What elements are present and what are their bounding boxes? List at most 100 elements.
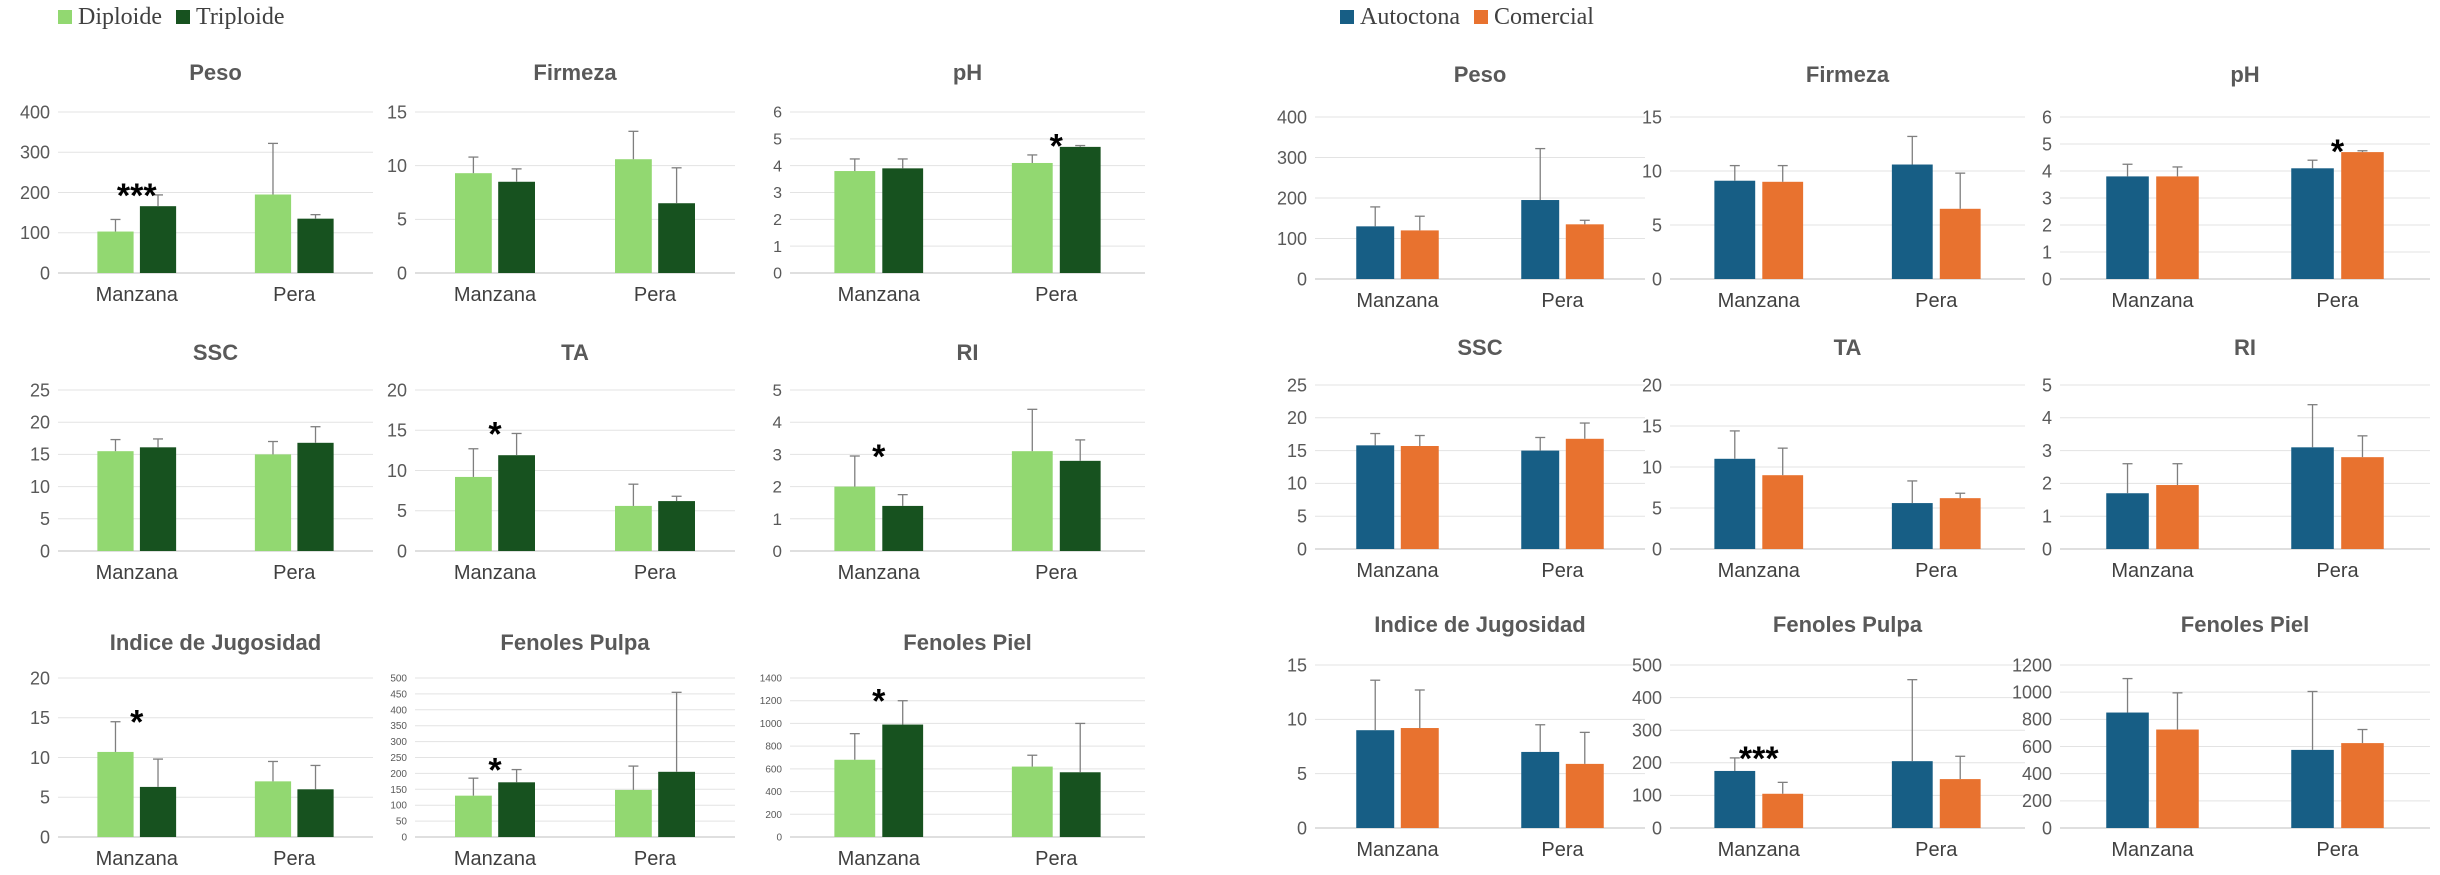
bar-autoctona-pera <box>2291 750 2334 828</box>
bar-autoctona-manzana <box>2106 493 2149 549</box>
y-tick-label: 20 <box>1642 375 1662 395</box>
y-tick-label: 2 <box>773 212 782 229</box>
bar-triploide-pera <box>297 219 333 273</box>
chart-panel-origin-firmeza: Firmeza051015Manzana Pera <box>1642 62 2025 312</box>
bar-triploide-manzana <box>498 782 535 837</box>
y-tick-label: 10 <box>1642 457 1662 477</box>
chart-title: Firmeza <box>533 60 617 85</box>
bar-comercial-manzana <box>1401 728 1439 828</box>
bar-diploide-pera <box>615 159 652 273</box>
y-tick-label: 0 <box>773 266 782 283</box>
significance-marker: *** <box>1739 740 1779 778</box>
significance-marker: *** <box>117 177 157 215</box>
y-tick-label: 10 <box>30 748 50 768</box>
bar-triploide-manzana <box>498 182 535 273</box>
x-category-label: Pera <box>1035 848 1078 870</box>
bar-triploide-pera <box>1060 147 1101 273</box>
chart-title: Fenoles Pulpa <box>500 630 650 655</box>
x-category-label: Manzana <box>1356 560 1439 582</box>
y-tick-label: 1200 <box>2012 655 2052 675</box>
bar-triploide-pera <box>658 203 695 273</box>
chart-title: SSC <box>1457 335 1502 360</box>
y-tick-label: 4 <box>773 413 782 432</box>
chart-title: Fenoles Pulpa <box>1773 612 1923 637</box>
bar-diploide-pera <box>615 506 652 551</box>
y-tick-label: 15 <box>30 708 50 728</box>
bar-autoctona-pera <box>1521 200 1559 279</box>
bar-diploide-manzana <box>455 477 492 551</box>
x-category-label: Manzana <box>454 284 537 306</box>
bar-autoctona-manzana <box>1356 730 1394 828</box>
bar-autoctona-pera <box>1892 503 1933 549</box>
bar-triploide-manzana <box>140 787 176 837</box>
chart-panel-origin-indice-de-jugosidad: Indice de Jugosidad051015Manzana Pera <box>1287 612 1645 861</box>
bar-autoctona-manzana <box>1356 226 1394 279</box>
bar-diploide-manzana <box>97 752 133 837</box>
bar-diploide-manzana <box>455 796 492 837</box>
bar-triploide-pera <box>297 443 333 551</box>
bar-triploide-manzana <box>140 447 176 551</box>
y-tick-label: 5 <box>40 509 50 529</box>
bar-triploide-manzana <box>882 168 923 273</box>
y-tick-label: 6 <box>773 105 782 122</box>
y-tick-label: 100 <box>1277 229 1307 249</box>
y-tick-label: 1000 <box>760 719 783 730</box>
chart-title: Indice de Jugosidad <box>110 630 321 655</box>
x-category-label: Manzana <box>96 284 179 306</box>
chart-title: TA <box>561 340 589 365</box>
y-tick-label: 150 <box>390 785 407 796</box>
chart-title: pH <box>2230 62 2259 87</box>
y-tick-label: 15 <box>387 421 407 441</box>
bar-comercial-pera <box>2341 457 2384 549</box>
x-category-label: Pera <box>1541 839 1584 861</box>
bar-comercial-manzana <box>2156 730 2199 828</box>
y-tick-label: 200 <box>390 769 407 780</box>
bar-autoctona-manzana <box>1714 459 1755 549</box>
bar-comercial-pera <box>2341 152 2384 279</box>
y-tick-label: 200 <box>2022 791 2052 811</box>
y-tick-label: 600 <box>2022 737 2052 757</box>
y-tick-label: 10 <box>387 156 407 176</box>
y-tick-label: 1 <box>2042 507 2052 527</box>
significance-marker: * <box>872 683 886 721</box>
x-category-label: Pera <box>634 848 677 870</box>
y-tick-label: 500 <box>390 674 407 685</box>
x-category-label: Manzana <box>2111 839 2194 861</box>
y-tick-label: 300 <box>1277 148 1307 168</box>
y-tick-label: 100 <box>20 223 50 243</box>
y-tick-label: 300 <box>20 143 50 163</box>
chart-panel-ploidy-ri: RI012345Manzana Pera* <box>773 340 1145 584</box>
chart-panel-ploidy-fenoles-pulpa: Fenoles Pulpa 0 50 100 150 200 250 300 350 400 450… <box>390 630 735 870</box>
y-tick-label: 15 <box>1287 655 1307 675</box>
y-tick-label: 5 <box>40 788 50 808</box>
y-tick-label: 3 <box>2042 188 2052 208</box>
y-tick-label: 0 <box>1652 539 1662 559</box>
significance-marker: * <box>872 438 886 476</box>
bar-comercial-manzana <box>2156 176 2199 279</box>
y-tick-label: 0 <box>1297 539 1307 559</box>
significance-marker: * <box>1050 128 1064 166</box>
y-tick-label: 10 <box>1642 161 1662 181</box>
y-tick-label: 4 <box>773 158 782 175</box>
chart-panel-origin-ta: TA 0 5 10 15 20 Manzana Pera <box>1642 335 2025 582</box>
y-tick-label: 10 <box>1287 710 1307 730</box>
y-tick-label: 100 <box>390 801 407 812</box>
x-category-label: Pera <box>2316 839 2359 861</box>
x-category-label: Manzana <box>1718 560 1801 582</box>
x-category-label: Manzana <box>1718 290 1801 312</box>
y-tick-label: 0 <box>40 541 50 561</box>
x-category-label: Pera <box>273 848 316 870</box>
x-category-label: Pera <box>273 562 316 584</box>
bar-autoctona-manzana <box>1714 771 1755 828</box>
x-category-label: Manzana <box>1356 290 1439 312</box>
y-tick-label: 300 <box>390 737 407 748</box>
y-tick-label: 2 <box>2042 215 2052 235</box>
x-category-label: Pera <box>2316 560 2359 582</box>
y-tick-label: 1200 <box>760 696 783 707</box>
y-tick-label: 200 <box>1277 188 1307 208</box>
chart-title: Peso <box>1454 62 1507 87</box>
x-category-label: Pera <box>1915 839 1958 861</box>
y-tick-label: 20 <box>1287 408 1307 428</box>
chart-panel-origin-fenoles-piel: Fenoles Piel020040060080010001200Manzana… <box>2012 612 2430 861</box>
